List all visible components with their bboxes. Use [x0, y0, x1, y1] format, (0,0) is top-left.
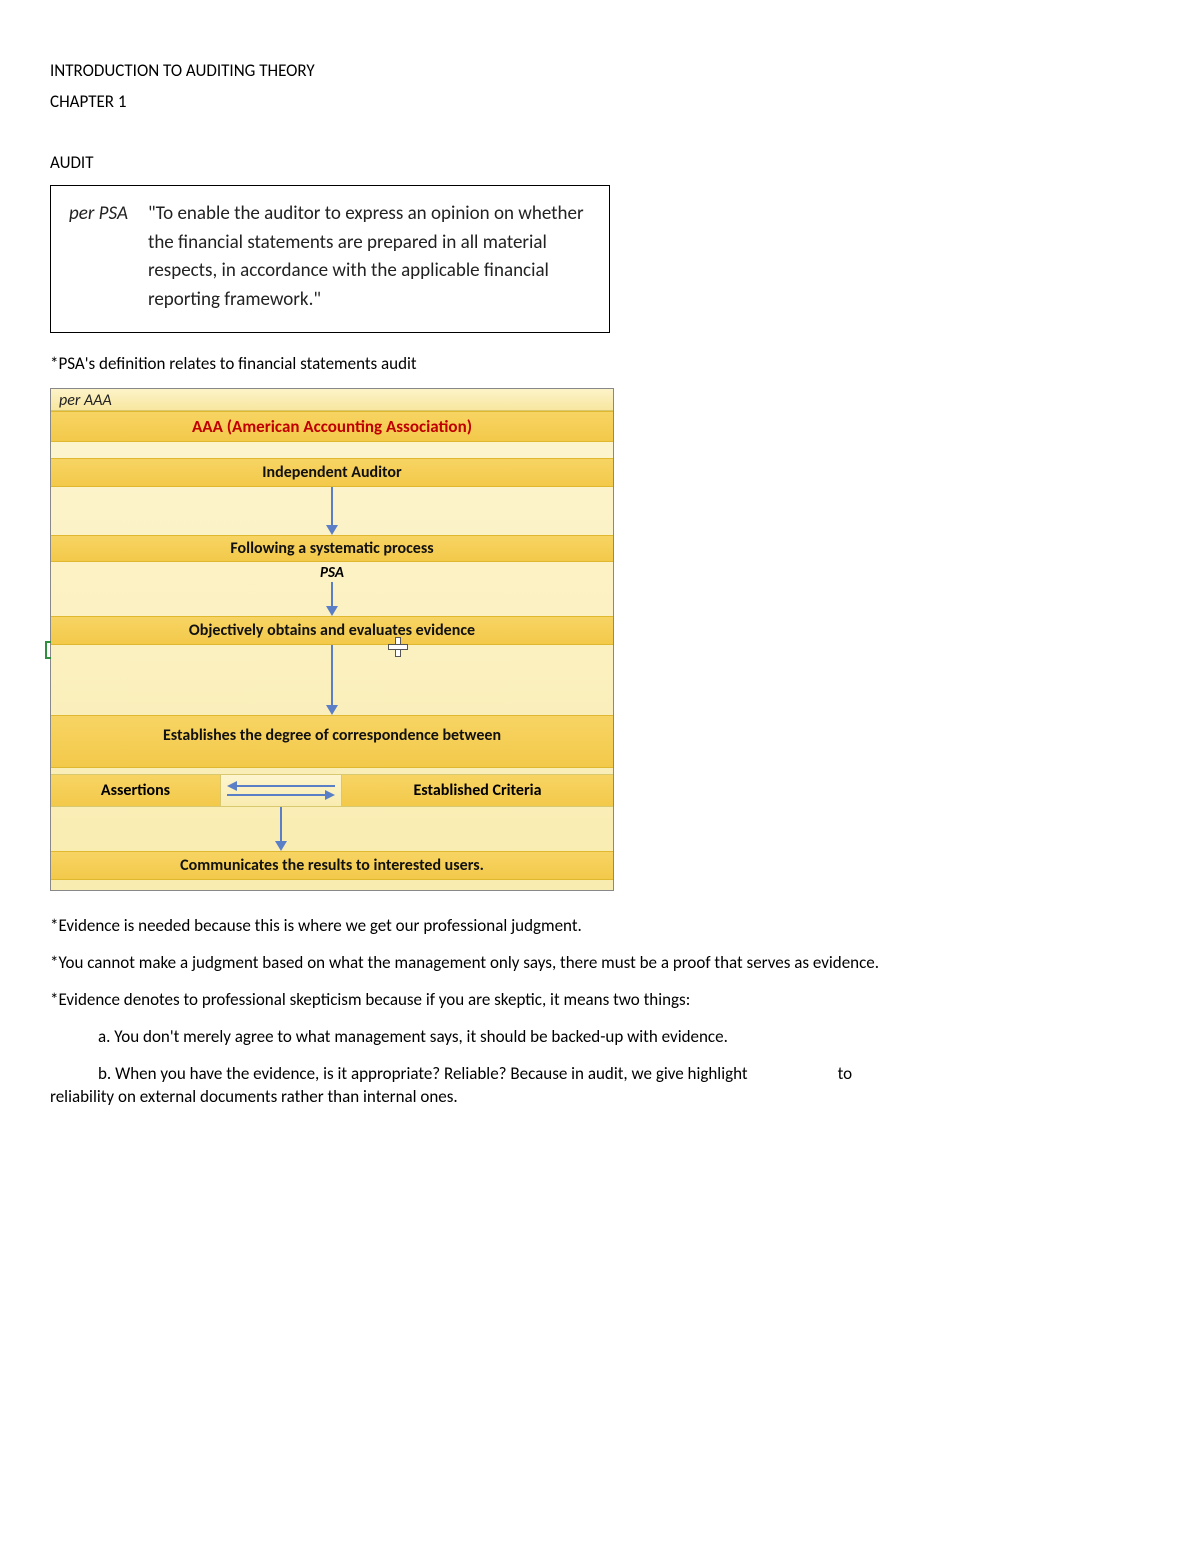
spacer [51, 442, 613, 458]
note-proof-evidence: *You cannot make a judgment based on wha… [50, 952, 1150, 975]
note-skepticism-b: b. When you have the evidence, is it app… [50, 1063, 1150, 1109]
aaa-flowchart: per AAA AAA (American Accounting Associa… [50, 388, 614, 891]
note-evidence-judgment: *Evidence is needed because this is wher… [50, 915, 1150, 938]
arrow-down-4 [51, 807, 613, 851]
flow-header-italic: per AAA [51, 389, 613, 411]
note-skepticism-intro: *Evidence denotes to professional skepti… [50, 989, 1150, 1012]
note-b-line2: reliability on external documents rather… [50, 1086, 458, 1107]
psa-note: *PSA's definition relates to financial s… [50, 353, 1150, 374]
note-skepticism-a: a. You don't merely agree to what manage… [50, 1026, 1150, 1049]
chapter-label: CHAPTER 1 [50, 91, 1150, 112]
criteria-cell: Established Criteria [341, 775, 613, 806]
arrow-down-3 [51, 645, 613, 715]
psa-definition-box: per PSA "To enable the auditor to expres… [50, 185, 610, 333]
two-way-arrows [221, 775, 341, 806]
audit-heading: AUDIT [50, 152, 1150, 173]
arrow-down-2 [51, 582, 613, 616]
psa-sub-label: PSA [51, 562, 613, 582]
step-obtain-evidence: Objectively obtains and evaluates eviden… [51, 616, 613, 645]
page-title: INTRODUCTION TO AUDITING THEORY [50, 60, 1150, 81]
note-b-post: to [838, 1063, 853, 1084]
bracket-icon [45, 641, 51, 659]
aaa-title-band: AAA (American Accounting Association) [51, 411, 613, 442]
psa-label: per PSA [69, 200, 128, 225]
psa-definition-text: "To enable the auditor to express an opi… [148, 200, 591, 314]
assertions-cell: Assertions [51, 775, 221, 806]
note-b-pre: b. When you have the evidence, is it app… [50, 1063, 748, 1086]
step-correspondence: Establishes the degree of correspondence… [51, 715, 613, 768]
assertions-criteria-row: Assertions Established Criteria [51, 774, 613, 807]
step-independent-auditor: Independent Auditor [51, 458, 613, 487]
step-communicate: Communicates the results to interested u… [51, 851, 613, 880]
arrow-down-1 [51, 487, 613, 535]
step-systematic-process: Following a systematic process [51, 535, 613, 562]
